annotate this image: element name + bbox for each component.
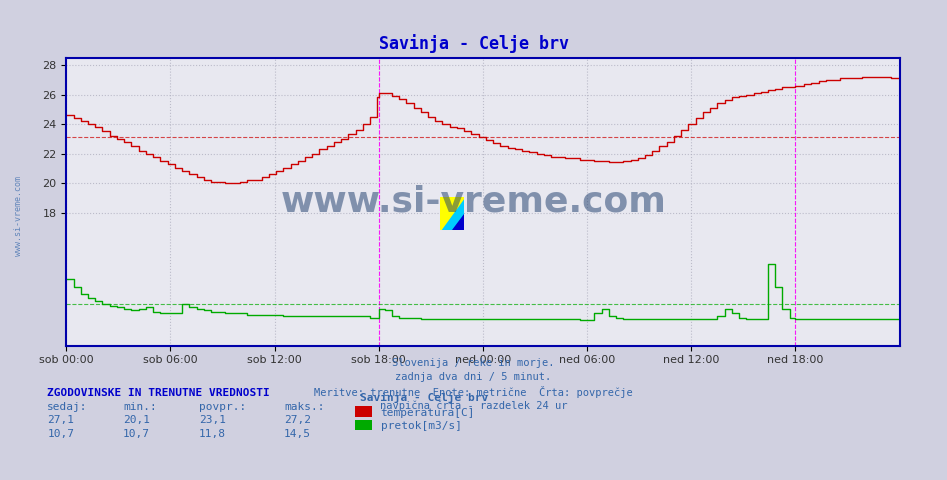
Text: 27,1: 27,1 — [47, 415, 75, 425]
Text: 10,7: 10,7 — [47, 429, 75, 439]
Text: 14,5: 14,5 — [284, 429, 312, 439]
Text: maks.:: maks.: — [284, 402, 325, 412]
Text: 11,8: 11,8 — [199, 429, 226, 439]
Text: sedaj:: sedaj: — [47, 402, 88, 412]
Text: 23,1: 23,1 — [199, 415, 226, 425]
Text: www.si-vreme.com: www.si-vreme.com — [14, 176, 24, 256]
Text: 20,1: 20,1 — [123, 415, 151, 425]
Text: navpična črta - razdelek 24 ur: navpična črta - razdelek 24 ur — [380, 401, 567, 411]
Text: Savinja - Celje brv: Savinja - Celje brv — [379, 34, 568, 53]
Text: Slovenija / reke in morje.: Slovenija / reke in morje. — [392, 358, 555, 368]
Polygon shape — [440, 197, 464, 230]
Text: povpr.:: povpr.: — [199, 402, 246, 412]
Text: temperatura[C]: temperatura[C] — [381, 408, 475, 418]
Text: Savinja - Celje brv: Savinja - Celje brv — [360, 392, 488, 403]
Text: 27,2: 27,2 — [284, 415, 312, 425]
Text: zadnja dva dni / 5 minut.: zadnja dva dni / 5 minut. — [396, 372, 551, 382]
Polygon shape — [440, 197, 464, 230]
Text: www.si-vreme.com: www.si-vreme.com — [280, 185, 667, 218]
Text: min.:: min.: — [123, 402, 157, 412]
Text: Meritve: trenutne  Enote: metrične  Črta: povprečje: Meritve: trenutne Enote: metrične Črta: … — [314, 386, 633, 398]
Text: ZGODOVINSKE IN TRENUTNE VREDNOSTI: ZGODOVINSKE IN TRENUTNE VREDNOSTI — [47, 388, 270, 398]
Polygon shape — [453, 214, 464, 230]
Text: 10,7: 10,7 — [123, 429, 151, 439]
Text: pretok[m3/s]: pretok[m3/s] — [381, 421, 462, 431]
